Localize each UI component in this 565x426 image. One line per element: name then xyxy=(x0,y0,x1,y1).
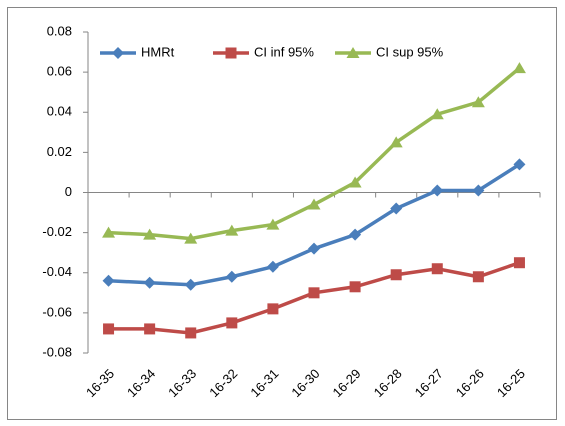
data-point xyxy=(266,218,280,230)
data-point xyxy=(102,226,116,238)
y-tick-label: -0.06 xyxy=(42,304,72,319)
y-tick-label: -0.08 xyxy=(42,344,72,359)
y-tick-label: -0.02 xyxy=(42,224,72,239)
data-point xyxy=(389,136,403,148)
legend-label: HMRt xyxy=(141,44,175,59)
legend-marker xyxy=(225,47,237,59)
y-tick-label: 0.04 xyxy=(47,104,72,119)
data-point xyxy=(102,274,115,287)
legend-marker xyxy=(346,47,360,58)
data-point xyxy=(226,317,238,329)
y-tick-label: 0.02 xyxy=(47,144,72,159)
data-point xyxy=(184,278,197,291)
data-point xyxy=(225,270,238,283)
data-point xyxy=(266,260,279,273)
legend-label: CI sup 95% xyxy=(376,44,444,59)
data-point xyxy=(472,271,484,283)
data-point xyxy=(143,228,157,240)
data-point xyxy=(390,269,402,281)
data-point xyxy=(185,327,197,339)
data-point xyxy=(267,303,279,315)
data-point xyxy=(430,108,444,120)
y-tick-label: 0.08 xyxy=(47,23,72,38)
data-point xyxy=(144,323,156,335)
data-point xyxy=(513,257,525,269)
data-point xyxy=(471,96,485,108)
data-point xyxy=(390,202,403,215)
chart-border xyxy=(7,7,557,420)
data-point xyxy=(184,232,198,244)
data-point xyxy=(349,281,361,293)
legend-label: CI inf 95% xyxy=(254,44,314,59)
data-point xyxy=(307,198,321,210)
data-point xyxy=(143,276,156,289)
y-tick-label: 0 xyxy=(65,184,72,199)
data-point xyxy=(308,242,320,255)
y-tick-label: -0.04 xyxy=(42,264,72,279)
data-point xyxy=(512,62,526,74)
data-point xyxy=(472,184,485,197)
data-point xyxy=(349,228,362,241)
data-point xyxy=(103,323,115,335)
data-point xyxy=(431,184,444,197)
data-point xyxy=(431,263,443,275)
data-point xyxy=(348,176,362,188)
data-point xyxy=(513,158,526,171)
y-tick-label: 0.06 xyxy=(47,64,72,79)
data-point xyxy=(225,224,239,236)
data-point xyxy=(308,287,320,299)
legend-marker xyxy=(112,47,124,59)
